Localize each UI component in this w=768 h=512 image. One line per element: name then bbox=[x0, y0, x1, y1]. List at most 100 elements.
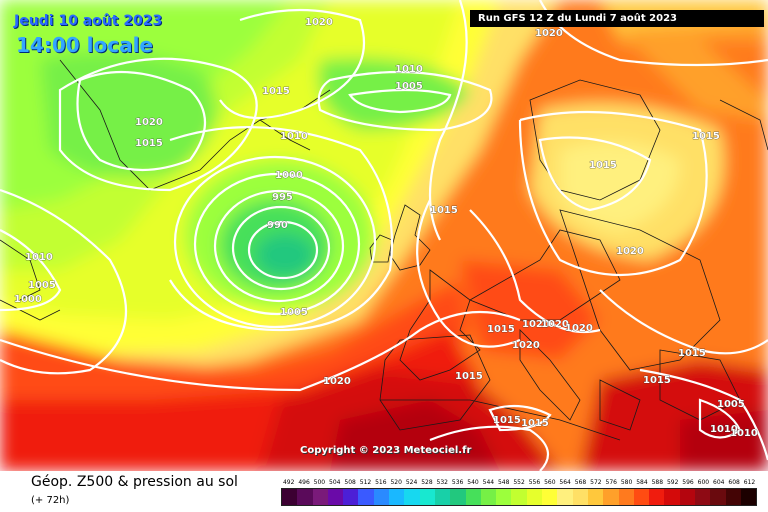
legend-level-label: 500 bbox=[313, 479, 326, 486]
isobar-label: 1005 bbox=[717, 399, 745, 410]
isobar-label: 1005 bbox=[280, 307, 308, 318]
isobar-label: 1015 bbox=[589, 160, 617, 171]
isobar-label: 1015 bbox=[493, 415, 521, 426]
legend-level-label: 492 bbox=[282, 479, 295, 486]
legend-level-label: 528 bbox=[421, 479, 433, 486]
isobar-label: 1015 bbox=[678, 348, 706, 359]
isobar-label: 1015 bbox=[455, 371, 483, 382]
isobar-label: 1020 bbox=[135, 117, 163, 128]
map-footer: Géop. Z500 & pression au sol (+ 72h) 492… bbox=[0, 471, 768, 512]
isobar-label: 1000 bbox=[14, 294, 42, 305]
legend-level-label: 532 bbox=[436, 479, 448, 486]
legend-level-label: 536 bbox=[451, 479, 464, 486]
isobar-label: 1010 bbox=[710, 424, 738, 435]
legend-colour-swatch bbox=[373, 489, 390, 505]
legend-colour-swatch bbox=[740, 489, 757, 505]
legend-level-label: 560 bbox=[544, 479, 556, 486]
legend-colour-swatch bbox=[450, 489, 466, 505]
legend-colour-swatch bbox=[465, 489, 481, 505]
isobar-label: 1020 bbox=[541, 319, 569, 330]
isobar-label: 1015 bbox=[521, 418, 549, 429]
isobar-label: 1005 bbox=[395, 81, 423, 92]
legend-colour-swatch bbox=[649, 489, 665, 505]
legend-level-label: 600 bbox=[697, 479, 710, 486]
legend-colour-swatch bbox=[419, 489, 435, 505]
legend-colour-swatch bbox=[496, 489, 512, 505]
legend-colour-swatch bbox=[327, 489, 344, 505]
isobar-label: 1015 bbox=[430, 205, 458, 216]
legend-colour-swatch bbox=[572, 489, 588, 505]
isobar-label: 1020 bbox=[522, 319, 550, 330]
isobar-label: 990 bbox=[267, 220, 288, 231]
legend-colour-swatch bbox=[358, 489, 374, 505]
lead-time-label: (+ 72h) bbox=[31, 495, 70, 506]
legend-colour-swatch bbox=[633, 489, 650, 505]
isobar-label: 1020 bbox=[305, 17, 333, 28]
legend-level-label: 552 bbox=[513, 479, 525, 486]
geopotential-map-canvas: 1020 1020 1010 1005 1015 1020 1015 1010 … bbox=[0, 0, 768, 471]
legend-level-label: 544 bbox=[482, 479, 495, 486]
legend-colour-swatch bbox=[434, 489, 451, 505]
isobar-label: 1020 bbox=[323, 376, 351, 387]
legend-colour-swatch bbox=[618, 489, 634, 505]
isobar-label: 1010 bbox=[730, 428, 758, 439]
legend-level-label: 604 bbox=[713, 479, 725, 486]
legend-level-label: 520 bbox=[390, 479, 402, 486]
legend-level-label: 576 bbox=[605, 479, 617, 486]
legend-level-label: 572 bbox=[590, 479, 602, 486]
legend-colour-swatch bbox=[679, 489, 696, 505]
legend-colour-swatch bbox=[664, 489, 680, 505]
legend-level-label: 584 bbox=[636, 479, 648, 486]
isobar-label: 1000 bbox=[275, 170, 303, 181]
isobar-label: 1015 bbox=[692, 131, 720, 142]
isobar-label: 1020 bbox=[565, 323, 593, 334]
isobar-labels: 1020 1020 1010 1005 1015 1020 1015 1010 … bbox=[14, 17, 758, 440]
isobar-label: 1010 bbox=[280, 131, 308, 142]
legend-colour-swatch bbox=[511, 489, 527, 505]
copyright-notice: Copyright © 2023 Meteociel.fr bbox=[300, 445, 472, 456]
legend-colour-swatch bbox=[312, 489, 328, 505]
legend-level-label: 580 bbox=[620, 479, 633, 486]
legend-colour-swatch bbox=[297, 489, 313, 505]
isobar-lines bbox=[0, 0, 768, 471]
isobar-label: 1010 bbox=[25, 252, 53, 263]
legend-level-label: 592 bbox=[666, 479, 679, 486]
legend-level-label: 524 bbox=[405, 479, 418, 486]
weather-map: 1020 1020 1010 1005 1015 1020 1015 1010 … bbox=[0, 0, 768, 471]
legend-level-label: 556 bbox=[528, 479, 541, 486]
legend-level-label: 496 bbox=[298, 479, 310, 486]
legend-colour-swatch bbox=[389, 489, 405, 505]
isobar-label: 1010 bbox=[395, 64, 423, 75]
legend-colour-swatch bbox=[725, 489, 741, 505]
legend-colour-swatch bbox=[343, 489, 359, 505]
legend-level-label: 568 bbox=[574, 479, 587, 486]
isobar-label: 1015 bbox=[643, 375, 671, 386]
isobar-label: 1015 bbox=[262, 86, 290, 97]
legend-level-label: 564 bbox=[559, 479, 571, 486]
legend-level-label: 548 bbox=[497, 479, 510, 486]
legend-colour-swatch bbox=[404, 489, 420, 505]
colour-scale-legend: 492 496 500 504 508 512 516 520 524 528 532 536 540 5… bbox=[281, 477, 757, 507]
legend-level-label: 504 bbox=[329, 479, 341, 486]
isobar-label: 1020 bbox=[512, 340, 540, 351]
legend-colour-swatch bbox=[695, 489, 711, 505]
legend-level-label: 540 bbox=[467, 479, 479, 486]
forecast-date-title: Jeudi 10 août 2023 bbox=[14, 13, 163, 29]
legend-colour-swatch bbox=[557, 489, 573, 505]
legend-colour-swatch bbox=[710, 489, 726, 505]
legend-colour-swatch bbox=[542, 489, 558, 505]
isobar-label: 1015 bbox=[135, 138, 163, 149]
isobar-label: 1005 bbox=[28, 280, 56, 291]
legend-colour-bar bbox=[281, 488, 757, 506]
legend-level-label: 516 bbox=[375, 479, 387, 486]
legend-colour-swatch bbox=[603, 489, 619, 505]
legend-level-label: 608 bbox=[728, 479, 740, 486]
isobar-label: 1015 bbox=[487, 324, 515, 335]
legend-level-label: 508 bbox=[344, 479, 356, 486]
isobar-label: 995 bbox=[272, 192, 293, 203]
isobar-label: 1020 bbox=[616, 246, 644, 257]
forecast-time-title: 14:00 locale bbox=[16, 33, 153, 57]
legend-level-label: 512 bbox=[359, 479, 372, 486]
legend-level-label: 596 bbox=[682, 479, 694, 486]
legend-level-label: 588 bbox=[651, 479, 664, 486]
